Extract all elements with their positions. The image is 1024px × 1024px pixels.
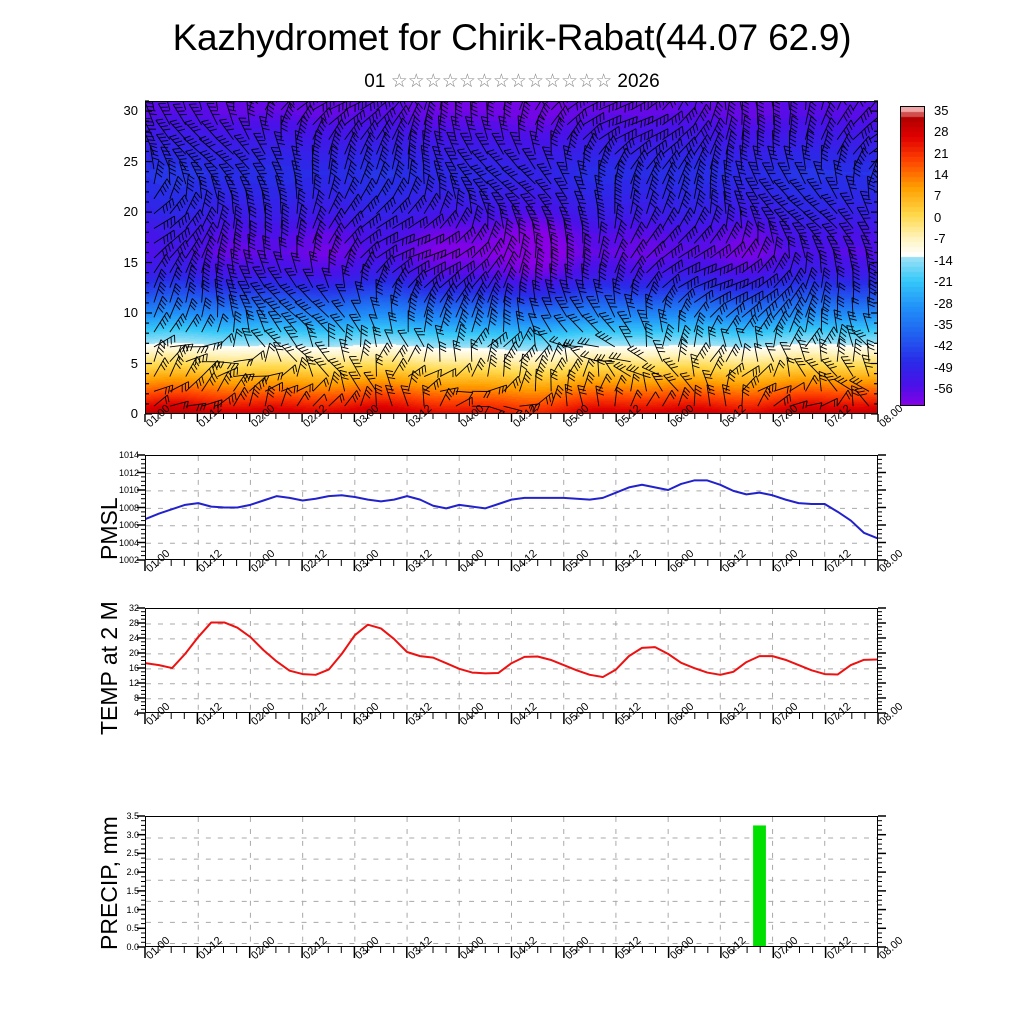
y-tick-label: 1014: [118, 450, 139, 460]
temp-axis-ticks: [137, 607, 886, 724]
y-tick-label: 28: [128, 618, 139, 628]
precip-axis-ticks: [137, 815, 886, 958]
y-tick-label: 24: [128, 633, 139, 643]
colorbar-tick-label: -28: [934, 295, 953, 311]
colorbar-tick-label: 7: [934, 188, 942, 204]
y-tick-label: 1010: [118, 485, 139, 495]
upper-air-cross-section-plot: [145, 101, 878, 414]
pmsl-axis-ticks: [137, 454, 886, 571]
colorbar-tick-label: 21: [934, 145, 949, 161]
y-tick-label: 2.0: [126, 867, 139, 878]
y-tick-label: 5: [130, 355, 138, 371]
precip-bars: [753, 825, 766, 946]
y-tick-label: 1008: [118, 502, 139, 513]
colorbar-tick-label: -21: [934, 274, 953, 290]
colorbar-tick-label: 0: [934, 209, 942, 225]
colorbar-tick-label: -56: [934, 381, 953, 397]
y-tick-label: 20: [128, 648, 139, 658]
temp-series-line: [146, 609, 877, 713]
y-tick-label: 1.0: [126, 904, 139, 915]
subtitle-month-missing-glyphs: ☆☆☆☆☆☆☆☆☆☆☆☆☆: [390, 71, 613, 92]
y-tick-label: 15: [123, 254, 138, 270]
colorbar-tick-label: -35: [934, 317, 953, 332]
pmsl-series-line: [146, 456, 877, 560]
main-axis-ticks: [144, 100, 879, 422]
pmsl-plot: [145, 455, 878, 560]
y-tick-label: 32: [128, 603, 139, 613]
y-tick-label: 16: [128, 663, 139, 673]
y-tick-label: 8: [133, 693, 139, 703]
y-tick-label: 3.5: [126, 811, 139, 821]
colorbar-tick-label: 28: [934, 124, 949, 140]
colorbar-tick-label: -49: [934, 359, 953, 375]
colorbar-tick-label: 14: [934, 167, 949, 182]
y-tick-label: 25: [123, 153, 138, 169]
pmsl-gridlines: [146, 456, 877, 559]
y-tick-label: 10: [123, 305, 138, 321]
y-tick-label: 4: [133, 708, 139, 718]
temp-plot: [145, 608, 878, 713]
y-tick-label: 0.0: [126, 942, 139, 952]
precip-gridlines: [146, 817, 877, 946]
subtitle-year: 2026: [617, 71, 660, 92]
y-tick-label: 3.0: [126, 829, 139, 840]
y-tick-label: 1006: [118, 520, 139, 530]
colorbar-tick-label: 35: [934, 102, 949, 118]
precip-plot: [145, 816, 878, 947]
subtitle-day: 01: [364, 71, 386, 92]
y-tick-label: 0.5: [126, 923, 139, 934]
y-tick-label: 20: [123, 204, 138, 220]
y-tick-label: 1002: [118, 555, 139, 565]
colorbar-tick-label: -42: [934, 338, 953, 354]
page-subtitle: 01 ☆☆☆☆☆☆☆☆☆☆☆☆☆ 2026: [0, 70, 1024, 94]
page-title: Kazhydromet for Chirik-Rabat(44.07 62.9): [172, 17, 852, 58]
wind-barb-overlay: [146, 102, 877, 413]
temperature-colorbar: [900, 106, 925, 406]
colorbar-gradient: [901, 107, 924, 405]
y-tick-label: 1012: [118, 467, 139, 478]
y-tick-label: 1.5: [126, 885, 139, 896]
y-tick-label: 0: [130, 406, 138, 421]
y-tick-label: 30: [123, 103, 138, 119]
y-tick-label: 1004: [118, 537, 139, 548]
colorbar-tick-label: -14: [934, 252, 953, 268]
y-tick-label: 12: [128, 678, 139, 688]
colorbar-tick-label: -7: [934, 231, 946, 247]
y-tick-label: 2.5: [126, 848, 139, 859]
